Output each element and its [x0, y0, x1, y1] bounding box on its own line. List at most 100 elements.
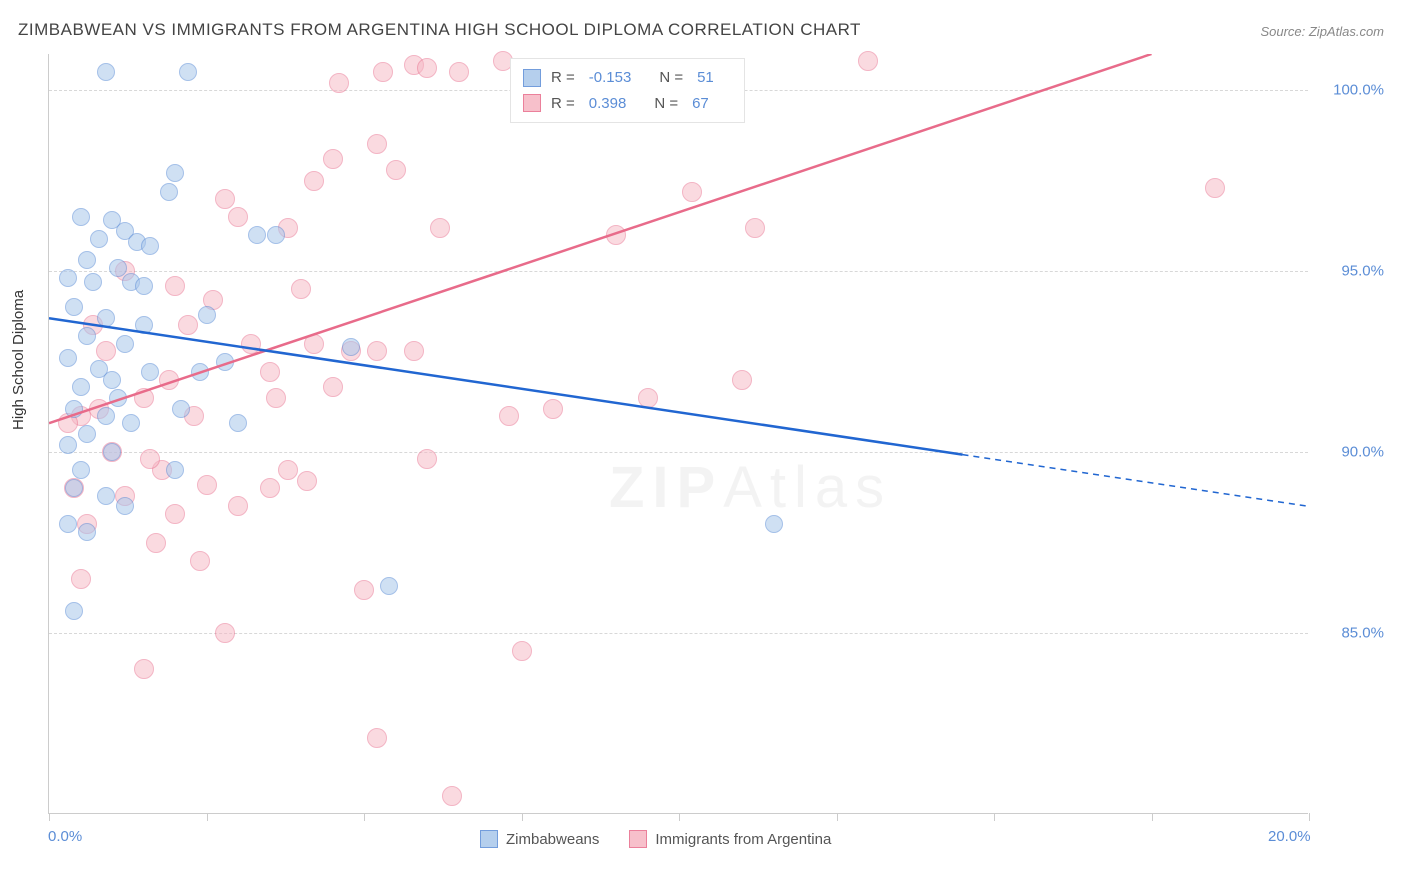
legend-label-blue: Zimbabweans	[506, 831, 599, 848]
data-point-pink	[134, 388, 154, 408]
data-point-pink	[241, 334, 261, 354]
n-value-pink: 67	[692, 91, 709, 117]
data-point-pink	[134, 659, 154, 679]
data-point-pink	[1205, 178, 1225, 198]
data-point-blue	[72, 208, 90, 226]
data-point-pink	[297, 471, 317, 491]
r-value-blue: -0.153	[589, 65, 632, 91]
data-point-blue	[342, 338, 360, 356]
x-tick	[1152, 813, 1153, 821]
data-point-pink	[732, 370, 752, 390]
data-point-pink	[304, 171, 324, 191]
data-point-blue	[72, 461, 90, 479]
data-point-pink	[260, 478, 280, 498]
data-point-blue	[78, 523, 96, 541]
swatch-blue	[480, 830, 498, 848]
series-legend: Zimbabweans Immigrants from Argentina	[480, 830, 831, 848]
data-point-blue	[72, 378, 90, 396]
x-tick	[49, 813, 50, 821]
data-point-blue	[135, 277, 153, 295]
data-point-pink	[543, 399, 563, 419]
data-point-pink	[323, 377, 343, 397]
data-point-blue	[229, 414, 247, 432]
data-point-blue	[84, 273, 102, 291]
trendlines	[49, 54, 1309, 814]
source-attribution: Source: ZipAtlas.com	[1260, 24, 1384, 39]
data-point-blue	[65, 479, 83, 497]
data-point-pink	[354, 580, 374, 600]
data-point-pink	[638, 388, 658, 408]
data-point-blue	[65, 400, 83, 418]
data-point-blue	[59, 349, 77, 367]
chart-title: ZIMBABWEAN VS IMMIGRANTS FROM ARGENTINA …	[18, 20, 861, 40]
stats-legend: R = -0.153 N = 51 R = 0.398 N = 67	[510, 58, 745, 123]
data-point-blue	[78, 327, 96, 345]
swatch-pink	[523, 94, 541, 112]
legend-item-pink: Immigrants from Argentina	[629, 830, 831, 848]
data-point-blue	[97, 63, 115, 81]
r-value-pink: 0.398	[589, 91, 627, 117]
data-point-blue	[78, 425, 96, 443]
data-point-blue	[160, 183, 178, 201]
data-point-pink	[159, 370, 179, 390]
data-point-pink	[682, 182, 702, 202]
data-point-blue	[248, 226, 266, 244]
watermark: ZIPAtlas	[609, 454, 892, 521]
data-point-blue	[59, 515, 77, 533]
data-point-blue	[59, 436, 77, 454]
data-point-pink	[367, 134, 387, 154]
data-point-blue	[97, 309, 115, 327]
x-tick	[679, 813, 680, 821]
data-point-pink	[190, 551, 210, 571]
data-point-pink	[146, 533, 166, 553]
y-axis-label: High School Diploma	[10, 290, 27, 430]
data-point-pink	[367, 341, 387, 361]
data-point-pink	[140, 449, 160, 469]
x-tick	[837, 813, 838, 821]
data-point-blue	[179, 63, 197, 81]
y-tick-label: 90.0%	[1341, 444, 1384, 461]
data-point-blue	[141, 237, 159, 255]
data-point-pink	[367, 728, 387, 748]
data-point-pink	[228, 207, 248, 227]
x-tick	[207, 813, 208, 821]
data-point-blue	[216, 353, 234, 371]
x-tick	[994, 813, 995, 821]
y-tick-label: 100.0%	[1333, 82, 1384, 99]
stats-row-pink: R = 0.398 N = 67	[523, 91, 732, 117]
x-tick-label: 20.0%	[1268, 828, 1311, 845]
x-tick-label: 0.0%	[48, 828, 82, 845]
gridline	[49, 452, 1308, 453]
legend-label-pink: Immigrants from Argentina	[655, 831, 831, 848]
y-tick-label: 95.0%	[1341, 263, 1384, 280]
data-point-blue	[765, 515, 783, 533]
data-point-blue	[97, 487, 115, 505]
x-tick	[1309, 813, 1310, 821]
data-point-blue	[141, 363, 159, 381]
data-point-pink	[430, 218, 450, 238]
data-point-blue	[135, 316, 153, 334]
data-point-pink	[373, 62, 393, 82]
data-point-pink	[215, 623, 235, 643]
data-point-blue	[380, 577, 398, 595]
data-point-blue	[103, 443, 121, 461]
data-point-blue	[109, 389, 127, 407]
data-point-pink	[386, 160, 406, 180]
data-point-pink	[417, 449, 437, 469]
gridline	[49, 271, 1308, 272]
data-point-blue	[166, 164, 184, 182]
chart-container: ZIMBABWEAN VS IMMIGRANTS FROM ARGENTINA …	[0, 0, 1406, 892]
data-point-blue	[103, 371, 121, 389]
data-point-blue	[166, 461, 184, 479]
data-point-pink	[323, 149, 343, 169]
swatch-blue	[523, 69, 541, 87]
data-point-pink	[404, 341, 424, 361]
data-point-pink	[499, 406, 519, 426]
x-tick	[522, 813, 523, 821]
data-point-blue	[65, 602, 83, 620]
data-point-pink	[178, 315, 198, 335]
data-point-blue	[90, 230, 108, 248]
gridline	[49, 633, 1308, 634]
data-point-blue	[172, 400, 190, 418]
data-point-pink	[329, 73, 349, 93]
